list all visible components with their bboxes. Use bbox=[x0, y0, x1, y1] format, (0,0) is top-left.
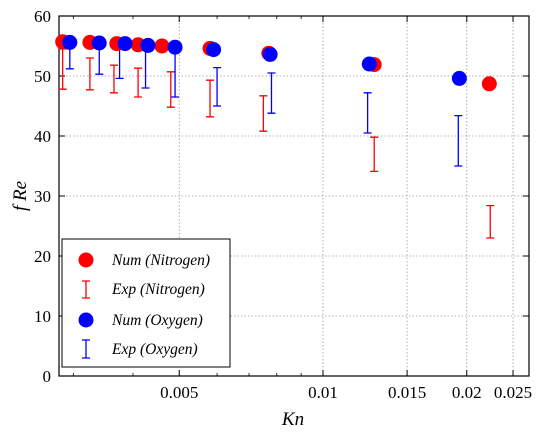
error-bar bbox=[259, 95, 268, 132]
error-bar bbox=[267, 72, 276, 114]
y-axis-title: f Re bbox=[10, 181, 31, 211]
error-bar bbox=[58, 48, 67, 90]
legend-label-num-nitrogen: Num (Nitrogen) bbox=[111, 252, 210, 269]
error-bar bbox=[206, 79, 215, 118]
error-bar bbox=[134, 67, 143, 98]
error-bar bbox=[486, 204, 495, 239]
error-bar bbox=[166, 71, 175, 108]
y-tick-label: 50 bbox=[34, 67, 51, 86]
data-point bbox=[167, 39, 183, 55]
data-point bbox=[91, 35, 107, 51]
legend-marker-num-nitrogen bbox=[78, 252, 94, 268]
legend: Num (Nitrogen) Exp (Nitrogen) Num (Oxyge… bbox=[61, 238, 231, 368]
legend-marker-num-oxygen bbox=[78, 312, 94, 328]
error-bar bbox=[109, 64, 118, 94]
x-tick-label: 0.015 bbox=[388, 383, 426, 402]
legend-label-exp-nitrogen: Exp (Nitrogen) bbox=[111, 281, 205, 298]
error-bar bbox=[85, 57, 94, 91]
data-point bbox=[117, 36, 133, 52]
x-tick-label: 0.01 bbox=[308, 383, 338, 402]
data-point bbox=[451, 70, 467, 86]
legend-label-num-oxygen: Num (Oxygen) bbox=[111, 312, 203, 329]
error-bars bbox=[58, 43, 495, 239]
legend-marker-exp-oxygen bbox=[82, 339, 90, 359]
x-tick-label: 0.005 bbox=[160, 383, 198, 402]
error-bar bbox=[363, 92, 372, 134]
error-bar bbox=[370, 136, 379, 173]
y-tick-label: 30 bbox=[34, 187, 51, 206]
y-tick-label: 40 bbox=[34, 127, 51, 146]
x-tick-label: 0.02 bbox=[452, 383, 482, 402]
data-point bbox=[262, 46, 278, 62]
y-tick-label: 20 bbox=[34, 247, 51, 266]
legend-label-exp-oxygen: Exp (Oxygen) bbox=[111, 341, 198, 358]
error-bar bbox=[213, 66, 222, 107]
data-point bbox=[481, 76, 497, 92]
y-tick-label: 10 bbox=[34, 307, 51, 326]
y-tick-label: 60 bbox=[34, 7, 51, 26]
error-bar bbox=[454, 114, 463, 167]
data-points bbox=[55, 34, 497, 92]
legend-marker-exp-nitrogen bbox=[82, 280, 90, 299]
data-point bbox=[361, 56, 377, 72]
x-tick-label: 0.025 bbox=[494, 383, 532, 402]
data-point bbox=[62, 34, 78, 50]
x-axis-title: Kn bbox=[281, 409, 304, 430]
data-point bbox=[140, 37, 156, 53]
axis-ticks: 0.005 0.01 0.015 0.02 0.025 0 10 20 30 40 50 60 bbox=[34, 7, 532, 402]
y-tick-label: 0 bbox=[43, 367, 52, 386]
data-point bbox=[206, 42, 222, 58]
data-point bbox=[154, 38, 170, 54]
